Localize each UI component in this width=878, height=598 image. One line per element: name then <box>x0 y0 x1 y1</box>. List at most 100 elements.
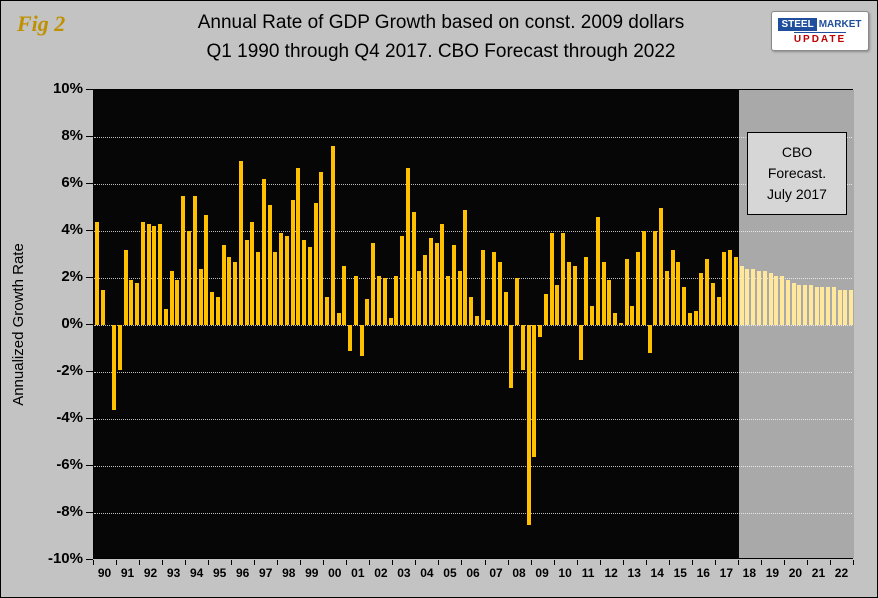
y-tick-mark <box>86 559 93 560</box>
y-tick-mark <box>86 512 93 513</box>
bar <box>757 270 761 325</box>
bar <box>492 252 497 325</box>
x-tick-label: 03 <box>397 566 411 580</box>
bar <box>371 242 376 325</box>
bar <box>348 325 353 351</box>
bar <box>290 200 295 325</box>
bar <box>797 285 802 325</box>
bar <box>803 285 808 325</box>
bar <box>233 261 238 325</box>
bar <box>256 252 261 325</box>
x-tick-label: 08 <box>512 566 526 580</box>
bar <box>238 160 243 325</box>
bar <box>607 280 612 325</box>
y-tick-label: 6% <box>61 174 83 191</box>
x-axis-labels: 90 91 92 93 94 95 96 97 98 99 00 01 02 03 04 05 06 07 08 09… <box>93 560 855 586</box>
x-tick-label: 07 <box>489 566 503 580</box>
bar <box>636 252 641 325</box>
figure-label: Fig 2 <box>17 11 66 36</box>
bar <box>417 270 422 325</box>
x-tick-mark <box>599 560 601 565</box>
y-tick-label: 10% <box>52 80 83 97</box>
cbo-line-3: July 2017 <box>767 186 827 202</box>
x-tick-label: 01 <box>351 566 365 580</box>
bar <box>664 270 669 325</box>
bar <box>440 223 445 325</box>
bar <box>509 325 514 389</box>
bar <box>808 285 813 325</box>
x-tick-mark <box>507 560 509 565</box>
x-tick-label: 91 <box>120 566 135 580</box>
bar <box>515 278 520 325</box>
y-tick-label: -6% <box>56 456 83 473</box>
bar <box>319 172 324 325</box>
x-tick-mark <box>300 560 302 565</box>
bar <box>284 235 289 325</box>
bar <box>641 231 646 325</box>
y-tick-mark <box>86 136 93 137</box>
gridline <box>94 184 852 185</box>
x-tick-mark <box>93 560 94 565</box>
gridline <box>94 466 852 467</box>
gridline <box>94 325 852 326</box>
bar <box>710 282 715 325</box>
bar <box>503 292 508 325</box>
bar <box>780 275 785 325</box>
x-tick-mark <box>254 560 256 565</box>
x-tick-mark <box>162 560 164 565</box>
x-tick-label: 13 <box>627 566 641 580</box>
x-tick-mark <box>461 560 463 565</box>
bar <box>630 306 635 325</box>
bar <box>814 287 819 325</box>
bar <box>791 282 796 325</box>
x-tick-mark <box>231 560 233 565</box>
bar <box>486 320 491 325</box>
bar <box>463 209 468 325</box>
x-tick-mark <box>645 560 647 565</box>
bar <box>261 179 266 325</box>
y-axis-labels: 10% 8% 6% 4% 2% 0% -2% -4% -6% -8% -10% <box>37 80 85 567</box>
gridline <box>94 278 852 279</box>
x-tick-mark <box>484 560 486 565</box>
bar <box>693 310 698 325</box>
bar <box>181 195 186 325</box>
x-tick-mark <box>853 560 854 565</box>
x-tick-label: 02 <box>374 566 388 580</box>
x-tick-mark <box>622 560 624 565</box>
x-tick-label: 92 <box>143 566 158 580</box>
bar <box>826 287 831 325</box>
x-tick-label: 12 <box>604 566 618 580</box>
y-tick-mark <box>86 183 93 184</box>
bar <box>595 216 600 325</box>
x-tick-mark <box>139 560 141 565</box>
x-tick-label: 96 <box>236 566 250 580</box>
bar <box>250 221 255 325</box>
bar <box>578 325 583 361</box>
bar <box>123 249 128 325</box>
gridline <box>94 231 852 232</box>
bar <box>739 266 744 325</box>
bar <box>365 299 370 325</box>
bar <box>618 322 623 325</box>
gridline <box>94 372 852 373</box>
bar <box>210 292 215 325</box>
bar <box>733 256 738 325</box>
bar <box>158 223 163 325</box>
gridline <box>94 513 852 514</box>
bar <box>112 325 117 410</box>
x-tick-label: 10 <box>558 566 572 580</box>
bar <box>434 242 439 325</box>
y-axis-title-wrap: Annualized Growth Rate <box>1 89 35 559</box>
bar <box>768 273 773 325</box>
bar <box>647 325 652 354</box>
bar <box>785 280 790 325</box>
bar <box>457 270 462 325</box>
bar <box>388 317 393 325</box>
y-tick-mark <box>86 230 93 231</box>
x-tick-label: 22 <box>834 566 849 580</box>
bar <box>572 266 577 325</box>
x-tick-mark <box>369 560 371 565</box>
x-tick-label: 90 <box>97 566 112 580</box>
x-tick-label: 21 <box>811 566 826 580</box>
bar <box>163 308 168 325</box>
